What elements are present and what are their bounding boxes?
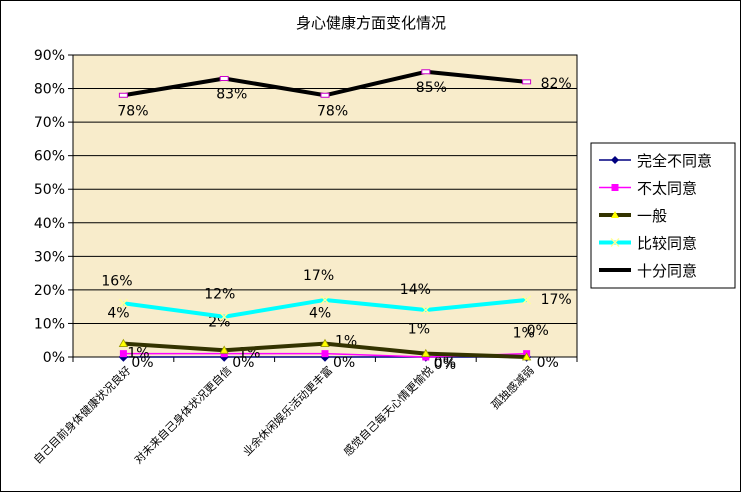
y-tick-label: 10% xyxy=(34,316,65,332)
chart-title: 身心健康方面变化情况 xyxy=(296,14,446,32)
legend-marker xyxy=(611,156,619,164)
data-label: 78% xyxy=(117,103,148,119)
legend-label: 不太同意 xyxy=(637,180,697,198)
data-label: 17% xyxy=(541,292,572,308)
x-tick-label: 感觉自己每天心情更愉悦 xyxy=(340,363,435,458)
x-tick-label: 业余休闲娱乐活动更丰富 xyxy=(240,363,335,458)
data-label: 0% xyxy=(232,355,254,371)
data-point xyxy=(320,295,330,305)
y-tick-label: 50% xyxy=(34,182,65,198)
data-label: 4% xyxy=(309,306,331,322)
legend-label: 一般 xyxy=(637,207,667,225)
data-point xyxy=(522,79,532,85)
data-label: 14% xyxy=(400,282,431,298)
legend-marker xyxy=(610,237,620,248)
data-point xyxy=(119,350,127,358)
data-point xyxy=(320,338,330,347)
legend-marker xyxy=(611,211,619,218)
data-label: 0% xyxy=(333,355,355,371)
data-label: 16% xyxy=(101,273,132,289)
data-label: 17% xyxy=(303,268,334,284)
data-point xyxy=(522,295,532,305)
data-point xyxy=(219,312,229,322)
data-point xyxy=(118,338,129,347)
data-label: 12% xyxy=(204,287,235,303)
data-point xyxy=(421,69,431,75)
data-label: 0% xyxy=(434,357,456,373)
data-point xyxy=(421,348,431,358)
x-tick-label: 自己目前身体健康状况良好 xyxy=(30,363,133,466)
data-point xyxy=(219,345,229,354)
data-point xyxy=(118,298,128,308)
data-label: 78% xyxy=(317,103,348,119)
y-tick-label: 70% xyxy=(34,115,65,131)
y-tick-label: 0% xyxy=(43,350,65,366)
y-tick-label: 90% xyxy=(34,48,65,64)
legend-label: 比较同意 xyxy=(637,235,697,253)
legend-label: 十分同意 xyxy=(637,262,697,280)
legend-label: 完全不同意 xyxy=(637,152,712,170)
data-point xyxy=(118,92,128,98)
data-point xyxy=(421,305,431,315)
x-tick-label: 对未来自己身体状况更自信 xyxy=(131,363,234,466)
data-point xyxy=(320,92,330,98)
data-label: 1% xyxy=(127,346,149,362)
y-tick-label: 80% xyxy=(34,82,65,98)
data-label: 0% xyxy=(434,355,456,371)
data-label: 82% xyxy=(541,76,572,92)
data-label: 85% xyxy=(416,80,447,96)
x-tick-label: 孤独感减弱 xyxy=(489,364,537,412)
data-label: 0% xyxy=(131,355,153,371)
data-label: 4% xyxy=(107,306,129,322)
data-label: 1% xyxy=(513,326,535,342)
y-tick-label: 30% xyxy=(34,249,65,265)
data-label: 0% xyxy=(527,323,549,339)
data-label: 83% xyxy=(216,86,247,102)
y-tick-label: 40% xyxy=(34,216,65,232)
y-tick-label: 60% xyxy=(34,149,65,165)
legend-marker xyxy=(611,184,619,191)
data-label: 1% xyxy=(408,322,430,338)
data-point xyxy=(219,75,229,81)
data-label: 0% xyxy=(537,355,559,371)
data-point xyxy=(321,350,329,358)
y-tick-label: 20% xyxy=(34,283,65,299)
data-point xyxy=(521,352,532,361)
